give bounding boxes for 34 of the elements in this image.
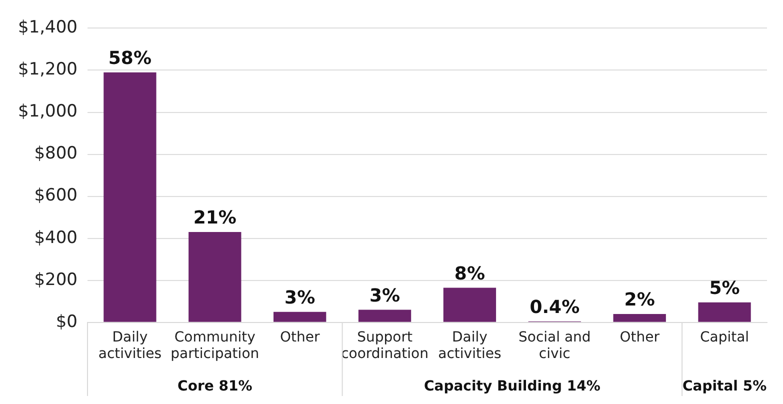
x-tick-label: Other: [620, 329, 660, 346]
x-tick-label: Daily activities: [98, 329, 162, 362]
bar: [274, 312, 326, 322]
text: Core 81%: [178, 378, 252, 395]
annotation: 2%: [624, 290, 655, 311]
bar: [613, 314, 666, 322]
bar: [443, 288, 496, 322]
bar: [358, 310, 412, 322]
bar: [188, 232, 242, 322]
x-tick-label: Community participation: [170, 329, 260, 362]
y-tick-label: $800: [34, 144, 78, 164]
y-tick-label: $1,200: [18, 60, 78, 80]
x-tick-label: Support coordination: [341, 329, 428, 362]
y-tick-label: $0: [56, 312, 78, 332]
annotation: 5%: [709, 278, 740, 300]
annotation: 3%: [284, 288, 316, 309]
annotation: 8%: [454, 263, 485, 284]
x-tick-label: Daily activities: [438, 329, 502, 362]
bar: [698, 302, 751, 322]
x-tick-label: Capital: [700, 329, 750, 346]
y-tick-label: $600: [34, 186, 78, 206]
x-tick-label: Social and civic: [518, 329, 591, 362]
y-tick-label: $1,400: [18, 18, 78, 38]
annotation: 58%: [108, 48, 152, 69]
annotation: 3%: [369, 285, 400, 306]
annotation: 0.4%: [530, 297, 580, 318]
x-tick-label: Other: [280, 329, 320, 346]
bar: [104, 72, 156, 322]
text: Capacity Building 14%: [424, 378, 600, 395]
annotation: 21%: [193, 208, 236, 229]
y-tick-label: $200: [34, 270, 78, 290]
y-tick-label: $400: [34, 228, 78, 248]
y-tick-label: $1,000: [18, 102, 78, 122]
text: Capital 5%: [682, 378, 767, 395]
